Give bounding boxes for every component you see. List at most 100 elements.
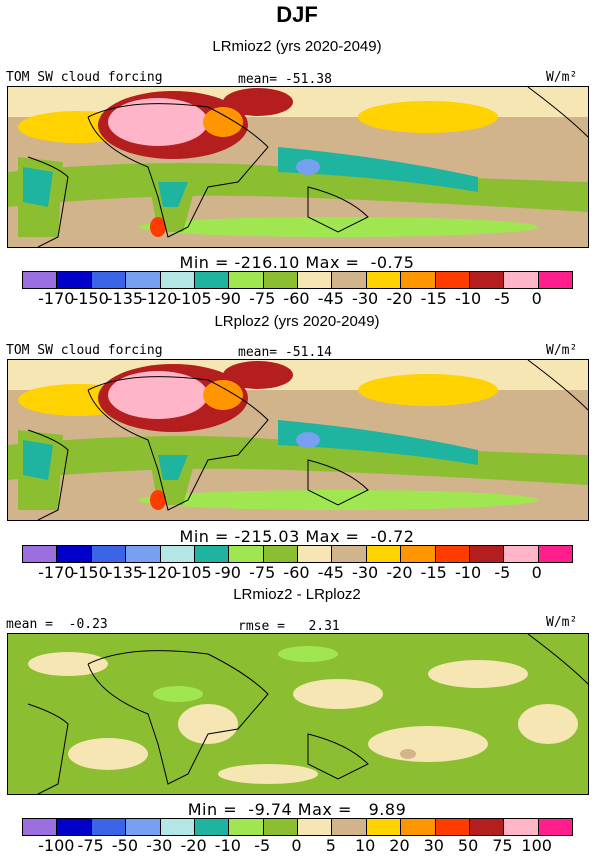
coastlines [27, 634, 588, 794]
diff-patch-9 [400, 749, 416, 759]
colorbar-tick-label: 10 [354, 836, 376, 855]
panel-1-variable-label: TOM SW cloud forcing [6, 70, 163, 85]
panel-2-units: W/m² [546, 343, 578, 358]
colorbar-swatch [504, 819, 539, 835]
panel-3-rmse-label: rmse = 2.31 [238, 619, 340, 634]
panel-1-colorbar-ticks: -170 -150 -135 -120 -105 -90 -75 -60 -45 -30 -20 -1… [22, 289, 571, 309]
colorbar-tick-label: -10 [454, 289, 482, 308]
colorbar-tick-label: -5 [494, 563, 511, 582]
panel-1-colorbar [22, 271, 573, 289]
colorbar-tick-label: -10 [454, 563, 482, 582]
colorbar-swatch [435, 819, 470, 835]
colorbar-tick-label: 100 [521, 836, 552, 855]
colorbar-tick-label: -45 [317, 563, 344, 582]
panel-3-minmax: Min = -9.74 Max = 9.89 [187, 800, 407, 819]
colorbar-tick-label: -5 [254, 836, 271, 855]
panel-1-map [7, 86, 589, 248]
colorbar-swatch [263, 272, 298, 288]
colorbar-swatch [504, 546, 539, 562]
panel-3-mean-label: mean = -0.23 [6, 617, 108, 632]
colorbar-tick-label: -45 [317, 289, 344, 308]
south-america-teal [23, 167, 53, 207]
colorbar-swatch [298, 272, 333, 288]
colorbar-tick-label: -30 [352, 289, 379, 308]
south-band [138, 217, 538, 237]
colorbar-swatch [57, 819, 92, 835]
colorbar-tick-label: -135 [106, 289, 144, 308]
colorbar-tick-label: -90 [214, 563, 241, 582]
colorbar-tick-label: -150 [72, 289, 109, 308]
colorbar-swatch [126, 819, 161, 835]
panel-2-mean-label: mean= -51.14 [238, 345, 332, 360]
colorbar-tick-label: -20 [180, 836, 207, 855]
colorbar-tick-label: -170 [38, 563, 75, 582]
colorbar-swatch [401, 272, 436, 288]
colorbar-tick-label: -60 [283, 289, 310, 308]
colorbar-swatch [401, 546, 436, 562]
colorbar-swatch [126, 272, 161, 288]
colorbar-tick-label: 20 [389, 836, 410, 855]
colorbar-tick-label: -20 [386, 563, 413, 582]
colorbar-tick-label: 0 [531, 563, 542, 582]
colorbar-tick-label: 75 [492, 836, 513, 855]
colorbar-swatch [194, 546, 230, 562]
colorbar-swatch [298, 546, 333, 562]
diff-patch-4 [428, 660, 528, 688]
colorbar-tick-label: -150 [72, 563, 109, 582]
colorbar-swatch [126, 546, 161, 562]
colorbar-swatch [194, 272, 230, 288]
indo-pacific-band [278, 420, 478, 465]
colorbar-swatch [332, 819, 367, 835]
colorbar-swatch [332, 546, 367, 562]
colorbar-swatch [91, 546, 127, 562]
colorbar-swatch [229, 546, 264, 562]
colorbar-swatch [504, 272, 539, 288]
colorbar-swatch [298, 819, 333, 835]
colorbar-swatch [435, 272, 470, 288]
panel-1-minmax: Min = -216.10 Max = -0.75 [179, 253, 415, 272]
panel-3-colorbar [22, 818, 573, 836]
colorbar-swatch [366, 819, 402, 835]
south-america-teal [23, 440, 53, 480]
colorbar-swatch [23, 819, 58, 835]
india-orange [203, 380, 243, 410]
panel-2-variable-label: TOM SW cloud forcing [6, 343, 163, 358]
sahara-pink [108, 98, 208, 146]
colorbar-swatch [366, 546, 402, 562]
colorbar-tick-label: -75 [249, 563, 276, 582]
colorbar-swatch [91, 272, 127, 288]
panel-3-colorbar-ticks: -100 -75 -50 -30 -20 -10 -5 0 5 10 20 30 50 75 100 [22, 836, 571, 856]
colorbar-swatch [160, 272, 195, 288]
colorbar-tick-label: -30 [146, 836, 173, 855]
colorbar-tick-label: 50 [457, 836, 479, 855]
arabia-red [223, 88, 293, 116]
colorbar-tick-label: -15 [420, 289, 447, 308]
colorbar-swatch [435, 546, 470, 562]
colorbar-tick-label: -105 [175, 289, 212, 308]
colorbar-tick-label: -20 [386, 289, 413, 308]
southern-africa-teal [158, 455, 188, 480]
colorbar-swatch [160, 819, 195, 835]
colorbar-swatch [332, 272, 367, 288]
colorbar-swatch [57, 272, 92, 288]
colorbar-swatch [538, 546, 572, 562]
colorbar-tick-label: -90 [214, 289, 241, 308]
colorbar-tick-label: 0 [531, 289, 542, 308]
colorbar-tick-label: -10 [214, 836, 241, 855]
coastlines [27, 87, 588, 247]
colorbar-swatch [23, 272, 58, 288]
colorbar-swatch [366, 272, 402, 288]
colorbar-tick-label: 0 [291, 836, 302, 855]
diff-patch-11 [278, 646, 338, 662]
colorbar-tick-label: -120 [141, 563, 178, 582]
diff-patch-6 [68, 738, 148, 770]
panel-3-map [7, 633, 589, 795]
diff-patch-10 [153, 686, 203, 702]
colorbar-tick-label: -120 [141, 289, 178, 308]
maritime-blue [296, 159, 320, 175]
southern-africa-orange [150, 490, 166, 510]
southern-africa-orange [150, 217, 166, 237]
diff-patch-8 [518, 704, 578, 744]
pacific-yellow [358, 374, 498, 406]
panel-2-colorbar [22, 545, 573, 563]
